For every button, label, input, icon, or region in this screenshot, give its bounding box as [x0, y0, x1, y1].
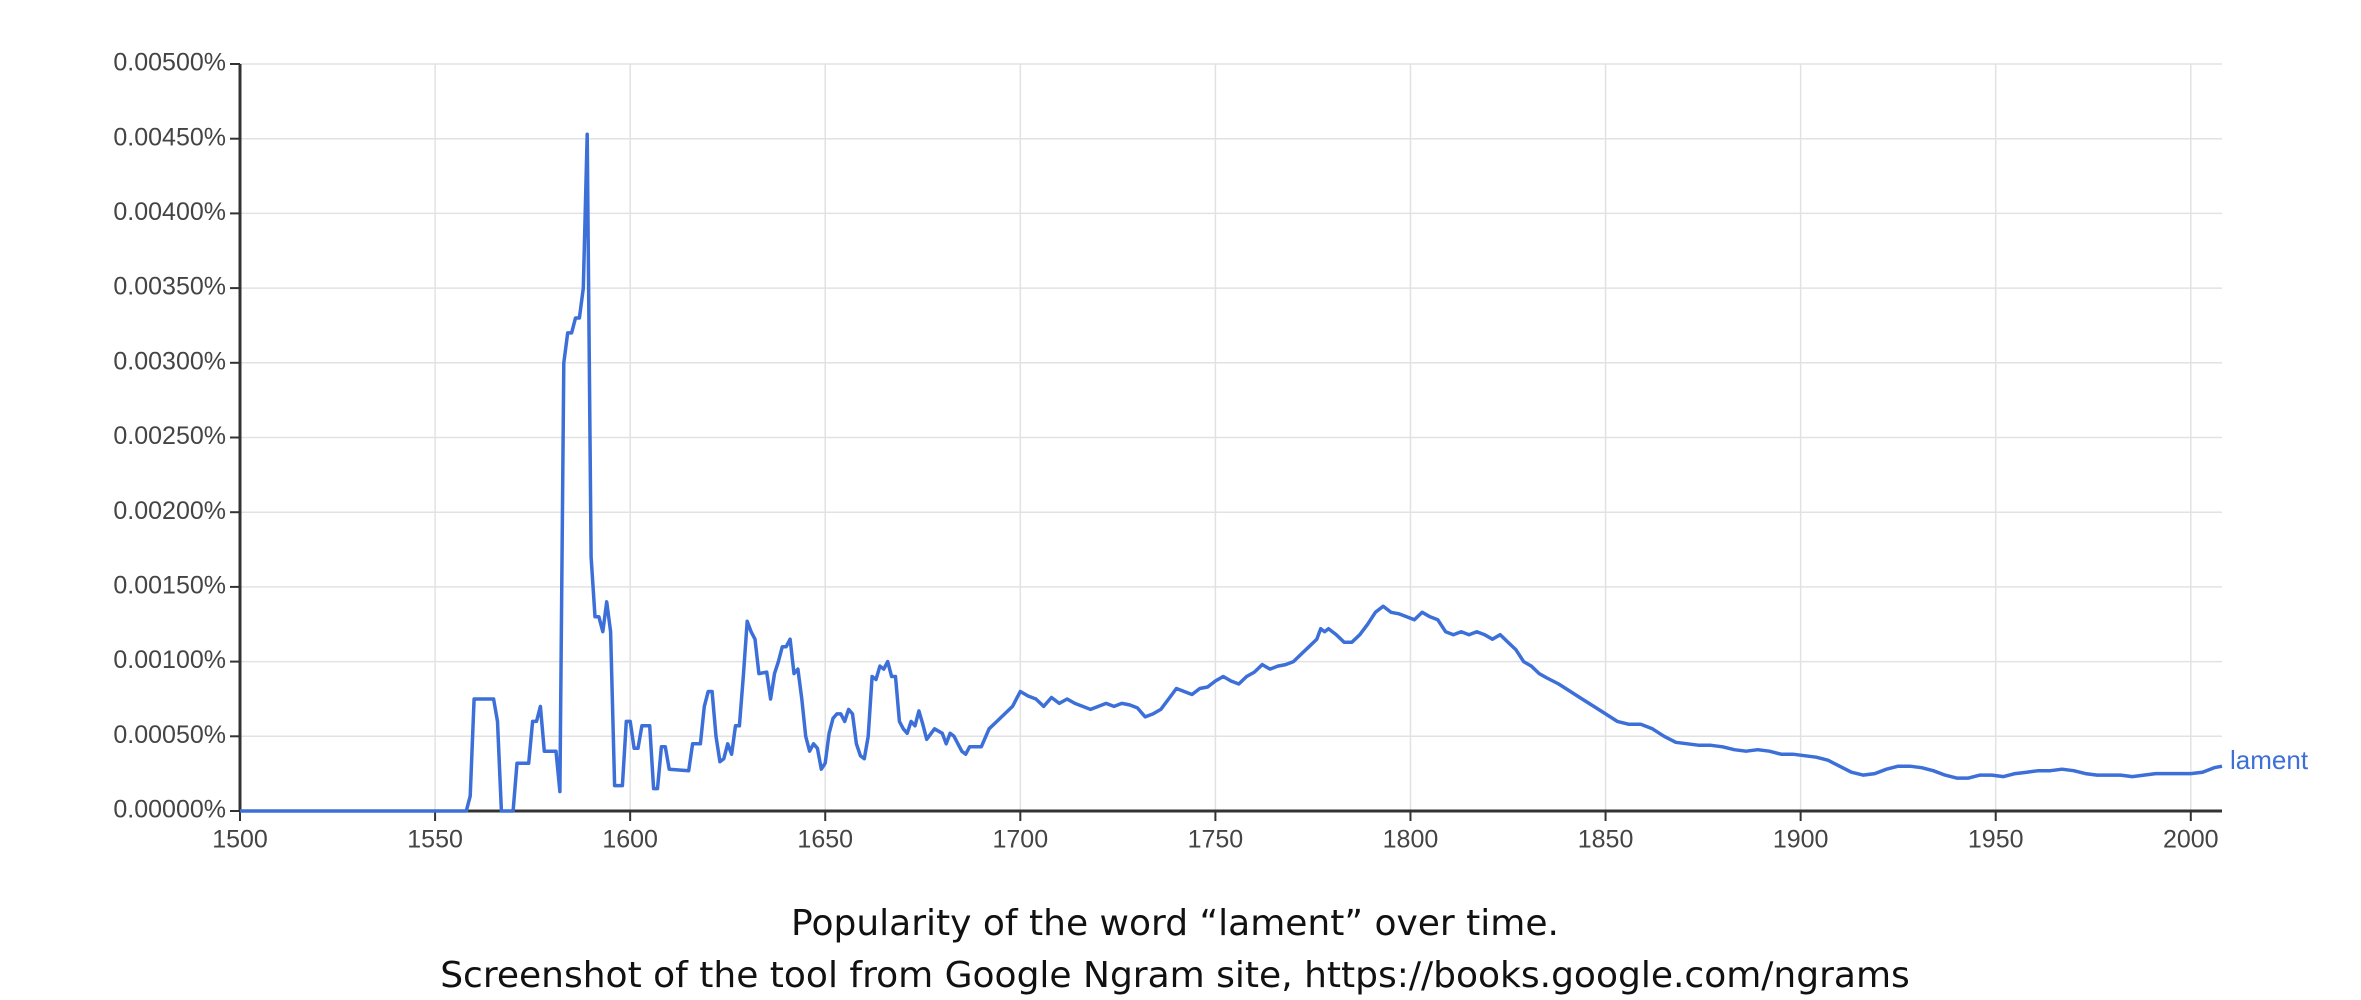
series-label: lament	[2230, 745, 2309, 775]
x-tick-label: 1950	[1968, 826, 2024, 854]
caption: Screenshot of the tool from Google Ngram…	[440, 955, 1910, 996]
y-tick-label: 0.00450%	[113, 123, 226, 151]
y-tick-label: 0.00500%	[113, 49, 226, 77]
y-tick-label: 0.00200%	[113, 497, 226, 525]
y-tick-label: 0.00100%	[113, 646, 226, 674]
y-tick-label: 0.00300%	[113, 347, 226, 375]
caption: Popularity of the word “lament” over tim…	[791, 903, 1559, 944]
x-tick-label: 1800	[1383, 826, 1439, 854]
x-tick-label: 1850	[1578, 826, 1634, 854]
x-tick-label: 1600	[602, 826, 658, 854]
line	[240, 132, 2223, 813]
y-tick-label: 0.00400%	[113, 198, 226, 226]
x-tick-label: 1650	[797, 826, 853, 854]
x-tick-label: 1900	[1773, 826, 1829, 854]
y-tick-label: 0.00250%	[113, 422, 226, 450]
x-tick-label: 1700	[993, 826, 1049, 854]
y-tick-label: 0.00150%	[113, 572, 226, 600]
y-tick-label: 0.00000%	[113, 796, 226, 824]
y-tick-label: 0.00350%	[113, 273, 226, 301]
x-tick-label: 2000	[2163, 826, 2219, 854]
y-tick-label: 0.00050%	[113, 721, 226, 749]
x-tick-label: 1550	[407, 826, 463, 854]
x-tick-label: 1500	[212, 826, 268, 854]
x-tick-label: 1750	[1188, 826, 1244, 854]
